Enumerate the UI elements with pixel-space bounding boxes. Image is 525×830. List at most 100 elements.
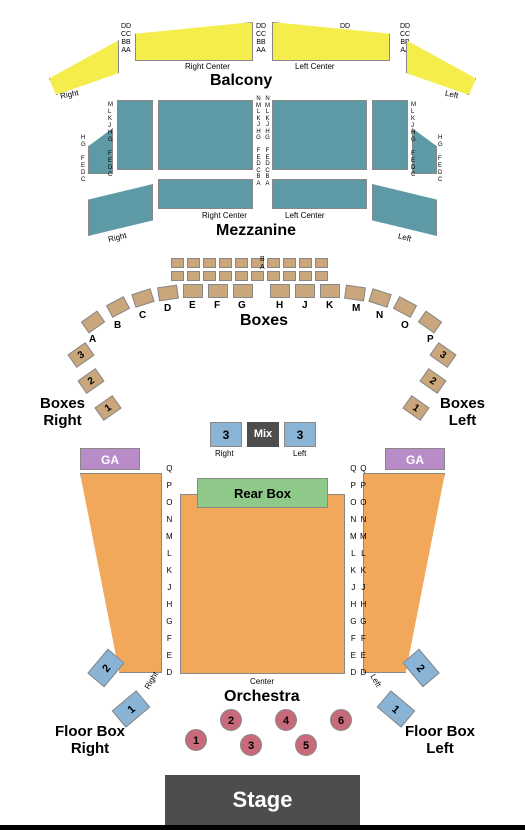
boxes-right-label: Boxes Right: [40, 395, 85, 429]
box-E[interactable]: [183, 284, 203, 298]
floor-circle-3[interactable]: 3: [240, 734, 262, 756]
mix-box[interactable]: Mix: [247, 422, 279, 447]
boxes-upper-row1: [171, 258, 328, 268]
ga-right[interactable]: GA: [80, 448, 140, 470]
boxes-upper-row2: [171, 271, 328, 281]
balcony-right[interactable]: [49, 40, 119, 95]
mezz-lower-left-center[interactable]: [272, 179, 367, 209]
boxes-ba-label: BA: [260, 256, 265, 272]
box-side-l-2[interactable]: 2: [419, 368, 446, 394]
box-cell[interactable]: [203, 258, 216, 268]
box-D[interactable]: [157, 285, 179, 302]
box-letter-N: N: [376, 310, 383, 321]
orch-sublabel-left-small: Left: [293, 449, 306, 458]
balcony-right-center[interactable]: [135, 22, 253, 61]
floorbox-left-label: Floor Box Left: [405, 723, 475, 757]
box-side-l-1[interactable]: 1: [402, 395, 429, 421]
floor-circle-6[interactable]: 6: [330, 709, 352, 731]
mezz-lower-left[interactable]: [372, 184, 437, 236]
mezz-upper-right-b[interactable]: [117, 100, 153, 170]
box-cell[interactable]: [235, 258, 248, 268]
orchestra-left[interactable]: [363, 473, 445, 673]
box-cell[interactable]: [267, 271, 280, 281]
box-letter-P: P: [427, 334, 434, 345]
box-cell[interactable]: [299, 258, 312, 268]
box-B[interactable]: [106, 296, 130, 318]
mezz-lower-right[interactable]: [88, 184, 153, 236]
mezz-rows-l: MLKJHGFEDC: [411, 102, 416, 179]
mezz-lower-right-center[interactable]: [158, 179, 253, 209]
orch-sublabel-right: Right: [143, 670, 160, 691]
floor-circle-5[interactable]: 5: [295, 734, 317, 756]
floor-circle-4[interactable]: 4: [275, 709, 297, 731]
box-cell[interactable]: [219, 271, 232, 281]
box-side-l-3[interactable]: 3: [429, 342, 456, 368]
box-P[interactable]: [418, 311, 442, 334]
balcony-left[interactable]: [406, 40, 476, 95]
orchestra-right[interactable]: [80, 473, 162, 673]
balcony-row-labels-mid-r: DDCCBBAA: [256, 23, 266, 55]
orch-box-3-right[interactable]: 3: [210, 422, 242, 447]
orch-sublabel-center: Center: [250, 677, 274, 686]
orch-box-3-left[interactable]: 3: [284, 422, 316, 447]
box-letter-G: G: [238, 300, 246, 311]
box-cell[interactable]: [283, 271, 296, 281]
mezz-sublabel-rc: Right Center: [202, 211, 247, 220]
box-cell[interactable]: [171, 271, 184, 281]
ga-left[interactable]: GA: [385, 448, 445, 470]
orch-rows-right: QPONMLKJHGFED: [166, 460, 173, 681]
box-letter-B: B: [114, 320, 121, 331]
box-cell[interactable]: [235, 271, 248, 281]
box-M[interactable]: [344, 285, 366, 302]
orch-rows-left1: QPONMLKJHGFED: [350, 460, 357, 681]
box-side-r-1[interactable]: 1: [94, 395, 121, 421]
box-cell[interactable]: [219, 258, 232, 268]
box-C[interactable]: [131, 288, 154, 307]
box-letter-D: D: [164, 303, 171, 314]
box-J[interactable]: [295, 284, 315, 298]
rear-box[interactable]: Rear Box: [197, 478, 328, 508]
box-cell[interactable]: [187, 258, 200, 268]
box-cell[interactable]: [315, 258, 328, 268]
box-N[interactable]: [368, 288, 391, 307]
box-O[interactable]: [393, 296, 417, 318]
bottom-bar: [0, 825, 525, 830]
box-side-r-3[interactable]: 3: [67, 342, 94, 368]
mezz-rows-far-l: HGFEDC: [438, 135, 443, 184]
mezz-rows-c2: NMLKJHGFEDCBA: [265, 96, 270, 187]
box-K[interactable]: [320, 284, 340, 298]
orchestra-center[interactable]: [180, 494, 345, 674]
mezz-upper-left-b[interactable]: [372, 100, 408, 170]
balcony-sublabel-lc: Left Center: [295, 62, 335, 71]
box-H[interactable]: [270, 284, 290, 298]
mezz-rows-r: MLKJHGFEDC: [108, 102, 113, 179]
box-cell[interactable]: [267, 258, 280, 268]
box-cell[interactable]: [187, 271, 200, 281]
box-letter-E: E: [189, 300, 196, 311]
box-F[interactable]: [208, 284, 228, 298]
mezz-upper-left-center[interactable]: [272, 100, 367, 170]
box-cell[interactable]: [283, 258, 296, 268]
orchestra-label: Orchestra: [224, 688, 300, 706]
balcony-left-center[interactable]: [272, 22, 390, 61]
box-G[interactable]: [233, 284, 253, 298]
boxes-left-label: Boxes Left: [440, 395, 485, 429]
mezz-rows-far-r: HGFEDC: [81, 135, 86, 184]
floor-circle-2[interactable]: 2: [220, 709, 242, 731]
box-cell[interactable]: [171, 258, 184, 268]
boxes-label: Boxes: [240, 312, 288, 330]
floorbox-right-label: Floor Box Right: [55, 723, 125, 757]
floor-circle-1[interactable]: 1: [185, 729, 207, 751]
box-cell[interactable]: [203, 271, 216, 281]
box-A[interactable]: [81, 311, 105, 334]
box-letter-F: F: [214, 300, 220, 311]
mezzanine-label: Mezzanine: [216, 222, 296, 240]
mezz-upper-right-center[interactable]: [158, 100, 253, 170]
box-cell[interactable]: [315, 271, 328, 281]
box-side-r-2[interactable]: 2: [77, 368, 104, 394]
orch-rows-left2: QPONMLKJHGFED: [360, 460, 367, 681]
orch-sublabel-left: Left: [368, 672, 382, 688]
box-cell[interactable]: [299, 271, 312, 281]
box-cell[interactable]: [251, 271, 264, 281]
box-letter-J: J: [302, 300, 308, 311]
